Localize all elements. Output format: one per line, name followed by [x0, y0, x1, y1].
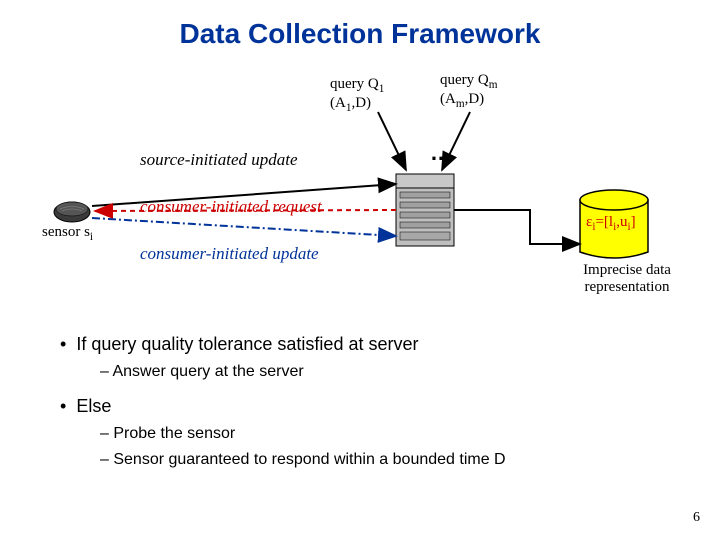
consumer-update-arrow — [92, 218, 396, 236]
slide: Data Collection Framework — [0, 0, 720, 540]
bullet-2a: Probe the sensor — [100, 421, 506, 447]
bullet-2: • Else — [60, 392, 506, 421]
bullet-1: • If query quality tolerance satisfied a… — [60, 330, 506, 359]
query-q1-label: query Q1 (A1,D) — [330, 76, 384, 114]
sensor-icon — [54, 202, 90, 222]
server-to-db-arrow — [454, 210, 580, 244]
epsilon-label: εi=[li,ui] — [586, 214, 636, 233]
server-icon — [396, 174, 454, 246]
body-bullets: • If query quality tolerance satisfied a… — [60, 330, 506, 472]
slide-title: Data Collection Framework — [0, 18, 720, 50]
sensor-label: sensor si — [42, 224, 93, 243]
page-number: 6 — [693, 510, 700, 526]
db-caption: Imprecise datarepresentation — [562, 262, 692, 296]
q1-arrow — [378, 112, 406, 170]
query-qm-label: query Qm (Am,D) — [440, 72, 498, 110]
ellipsis: … — [430, 140, 452, 166]
source-initiated-label: source-initiated update — [140, 150, 298, 170]
bullet-2b: Sensor guaranteed to respond within a bo… — [100, 447, 506, 473]
consumer-request-label: consumer-initiated request — [140, 197, 322, 217]
consumer-update-label: consumer-initiated update — [140, 244, 319, 264]
bullet-1a: Answer query at the server — [100, 359, 506, 385]
